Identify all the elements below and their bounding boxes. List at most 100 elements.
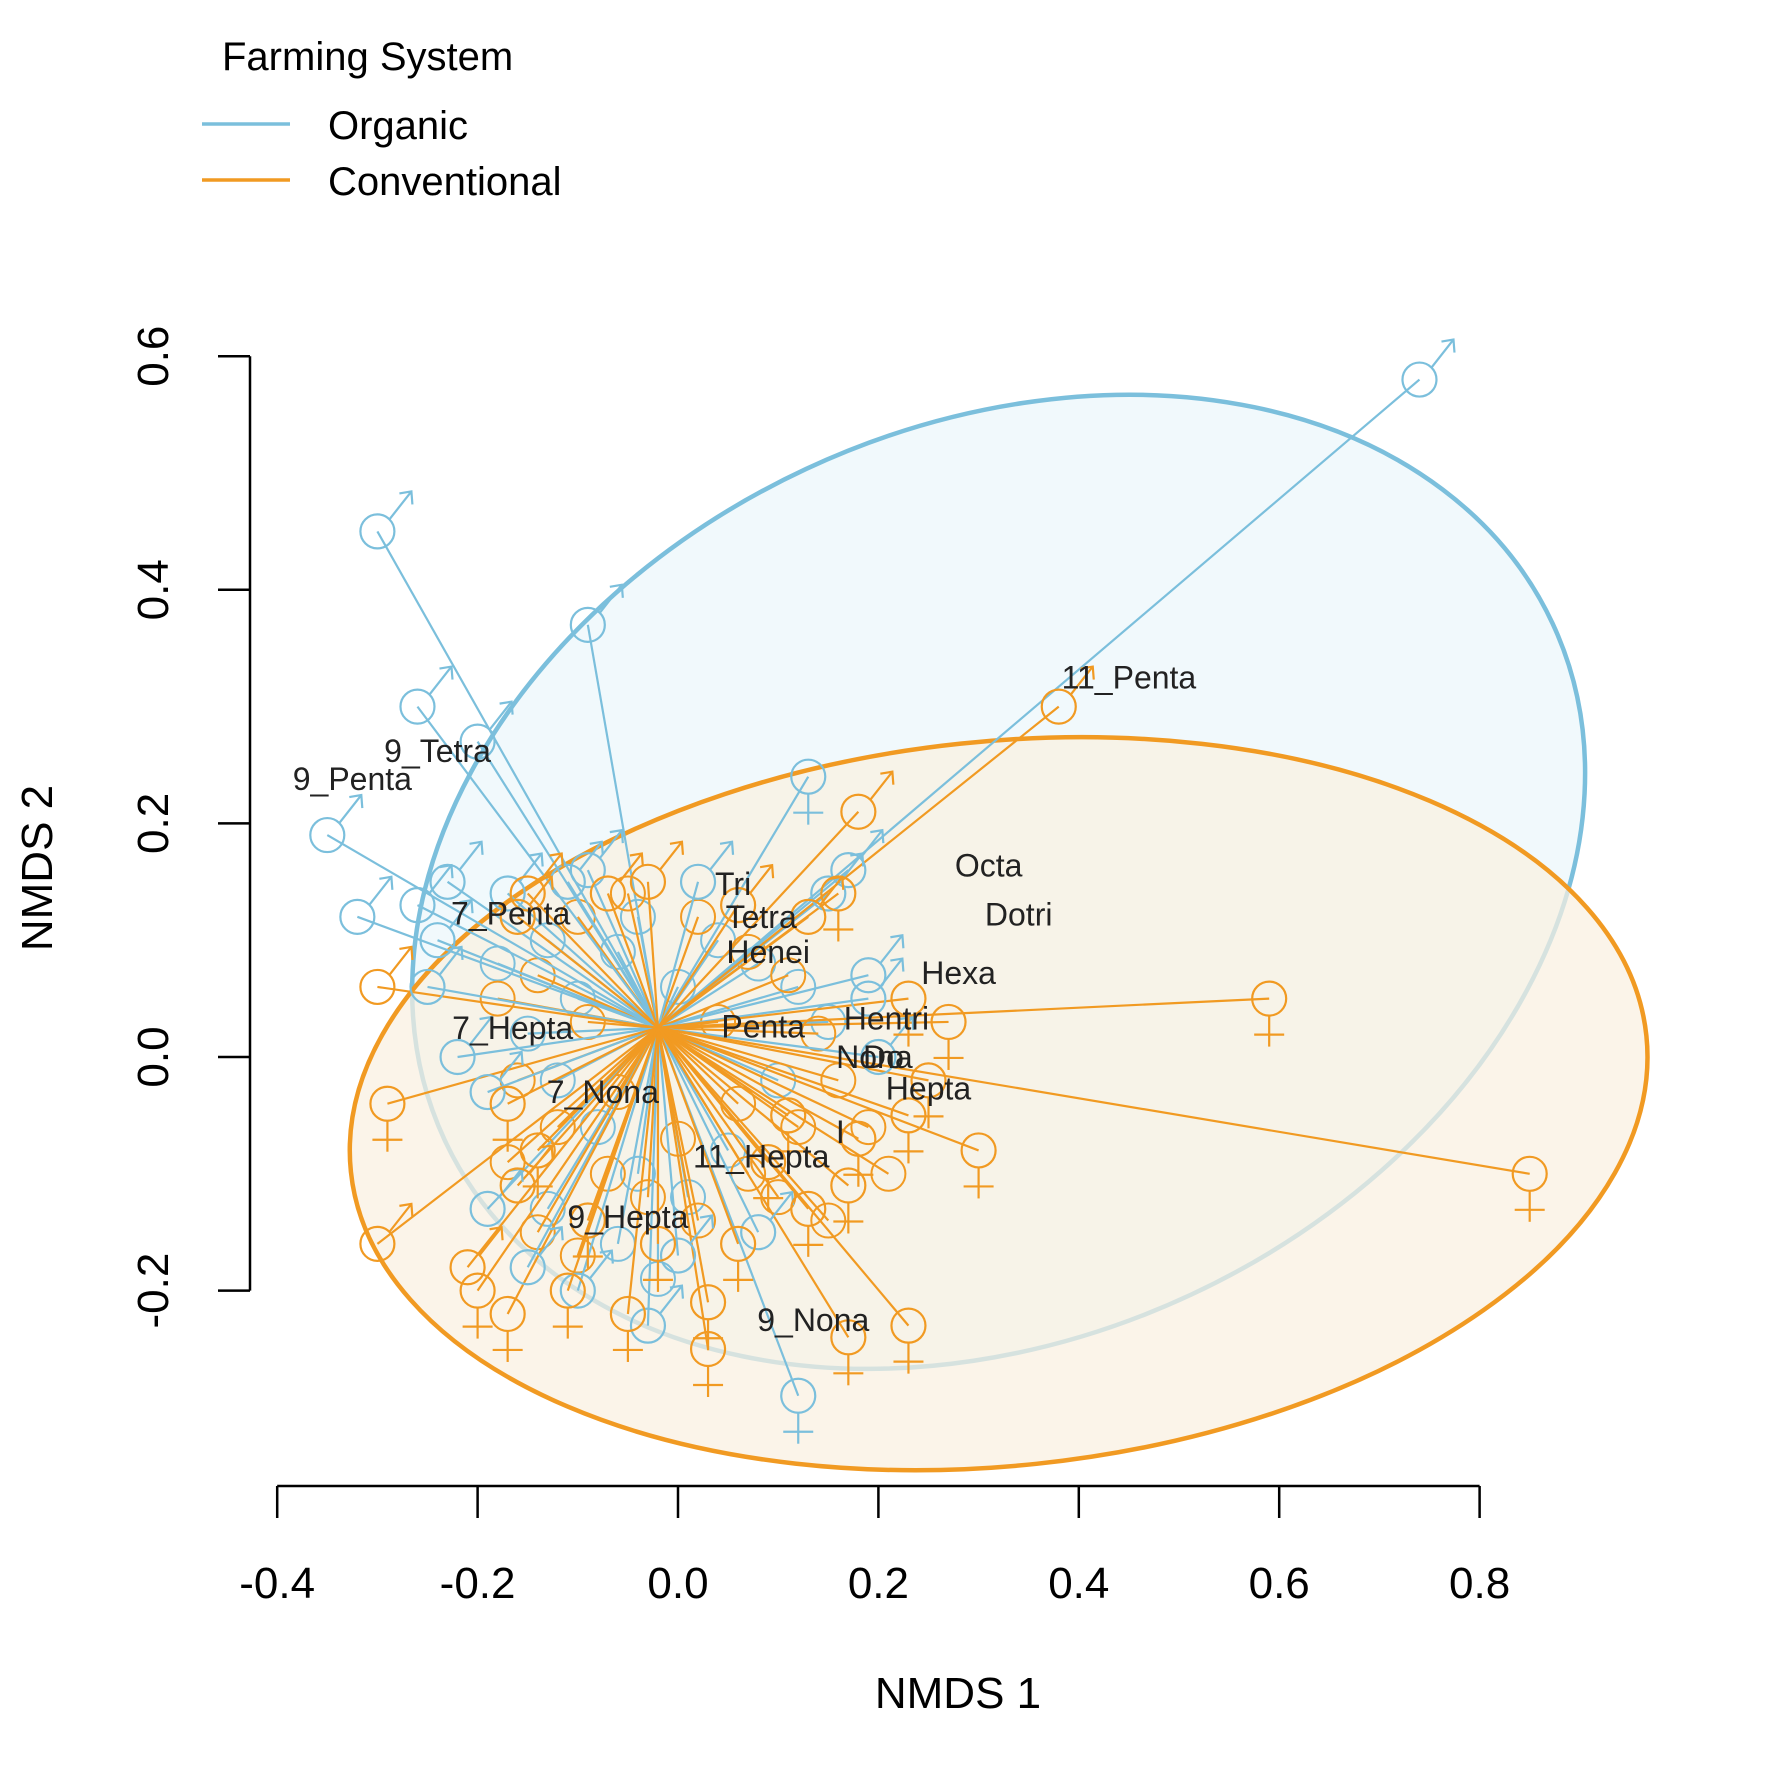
- male-arrowhead: [399, 490, 414, 505]
- cluster-marker: [680, 1202, 717, 1239]
- segments-layer: [326, 378, 1530, 1397]
- point-conventional: [1251, 980, 1288, 1047]
- point-circle: [840, 793, 877, 830]
- point-organic: [830, 828, 885, 889]
- male-arrowhead: [629, 852, 644, 867]
- male-arrowhead: [469, 840, 484, 855]
- point-circle: [399, 688, 436, 725]
- y-axis-title: NMDS 2: [13, 785, 62, 951]
- segment-conventional: [377, 985, 659, 1029]
- male-stem: [819, 876, 844, 906]
- male-arrowhead: [599, 1249, 614, 1264]
- cluster-spoke: [657, 1027, 780, 1198]
- point-circle: [549, 863, 586, 900]
- segment-conventional: [657, 810, 860, 1029]
- segment-conventional: [657, 1020, 949, 1029]
- male-arrowhead: [509, 1050, 524, 1066]
- x-tick-label: 0.0: [647, 1559, 708, 1608]
- male-arrowhead: [399, 945, 414, 961]
- point-organic: [549, 840, 604, 900]
- segment-organic: [657, 1026, 879, 1059]
- male-arrowhead: [1441, 338, 1456, 353]
- male-arrowhead: [719, 840, 735, 855]
- cluster-marker: [730, 1155, 767, 1192]
- point-conventional: [830, 1319, 867, 1386]
- segment-conventional: [657, 705, 1060, 1029]
- male-stem: [468, 1016, 493, 1046]
- point-circle: [860, 1038, 897, 1076]
- point-conventional: [359, 945, 414, 1006]
- variable-label: 7_Nona: [547, 1074, 659, 1110]
- male-stem: [659, 1284, 683, 1315]
- point-organic: [459, 700, 514, 760]
- variable-label: 9_Penta: [293, 761, 412, 797]
- point-conventional: [549, 1272, 586, 1339]
- segment-conventional: [606, 893, 659, 1029]
- segment-conventional: [387, 1026, 659, 1105]
- point-conventional: [1040, 665, 1095, 725]
- point-circle: [429, 863, 466, 900]
- male-stem: [749, 864, 773, 894]
- male-arrowhead: [609, 583, 624, 598]
- male-arrowhead: [759, 863, 775, 879]
- cluster-marker: [800, 1015, 837, 1052]
- point-conventional: [689, 1284, 727, 1351]
- point-conventional: [629, 840, 685, 900]
- variable-label: Tri: [715, 866, 751, 902]
- variable-label: Dotri: [985, 897, 1053, 933]
- male-arrowhead: [699, 1214, 715, 1229]
- male-arrowhead: [1080, 665, 1095, 680]
- male-stem: [528, 1144, 553, 1175]
- point-conventional: [960, 1132, 997, 1199]
- cluster-marker: [479, 980, 516, 1017]
- point-circle: [359, 513, 396, 550]
- point-circle: [629, 1307, 667, 1344]
- male-stem: [498, 1051, 523, 1081]
- segment-conventional: [646, 881, 660, 1028]
- male-arrowhead: [439, 665, 454, 680]
- segment-organic: [656, 1027, 760, 1233]
- x-tick-label: 0.6: [1249, 1559, 1310, 1608]
- segment-organic: [656, 1027, 680, 1256]
- point-conventional: [639, 1225, 677, 1292]
- point-circle: [810, 875, 847, 912]
- point-circle: [469, 1190, 506, 1227]
- point-circle: [659, 1237, 697, 1274]
- male-stem: [538, 1226, 563, 1256]
- segment-conventional: [656, 1027, 710, 1303]
- segment-conventional: [657, 904, 740, 1029]
- legend: Farming System Organic Conventional: [202, 35, 562, 204]
- male-stem: [458, 841, 483, 871]
- male-arrowhead: [549, 1225, 564, 1241]
- segment-organic: [376, 530, 659, 1029]
- segment-conventional: [657, 1026, 929, 1082]
- point-circle: [569, 852, 606, 889]
- variable-label: Hepta: [886, 1071, 972, 1107]
- point-circle: [419, 922, 456, 959]
- x-tick-label: -0.2: [440, 1559, 516, 1608]
- male-stem: [538, 852, 563, 883]
- variable-label: Penta: [721, 1009, 805, 1045]
- segment-conventional: [657, 1027, 850, 1338]
- point-organic: [309, 793, 364, 854]
- point-conventional: [910, 1062, 947, 1129]
- segment-organic: [457, 1026, 659, 1059]
- point-organic: [409, 945, 464, 1006]
- male-stem: [478, 1226, 503, 1256]
- male-arrowhead: [449, 945, 464, 961]
- segment-conventional: [526, 892, 659, 1029]
- male-arrowhead: [399, 1202, 414, 1217]
- cluster-marker: [509, 1015, 546, 1052]
- y-tick-label: -0.2: [129, 1253, 178, 1329]
- legend-title: Farming System: [222, 35, 513, 79]
- point-organic: [509, 1225, 564, 1286]
- point-organic: [339, 875, 394, 935]
- cluster-spoke: [527, 1026, 659, 1035]
- male-stem: [869, 771, 894, 801]
- point-conventional: [720, 1225, 757, 1292]
- cluster-marker: [770, 957, 807, 994]
- segment-conventional: [657, 1026, 979, 1152]
- male-arrowhead: [880, 770, 895, 785]
- male-arrowhead: [609, 828, 624, 844]
